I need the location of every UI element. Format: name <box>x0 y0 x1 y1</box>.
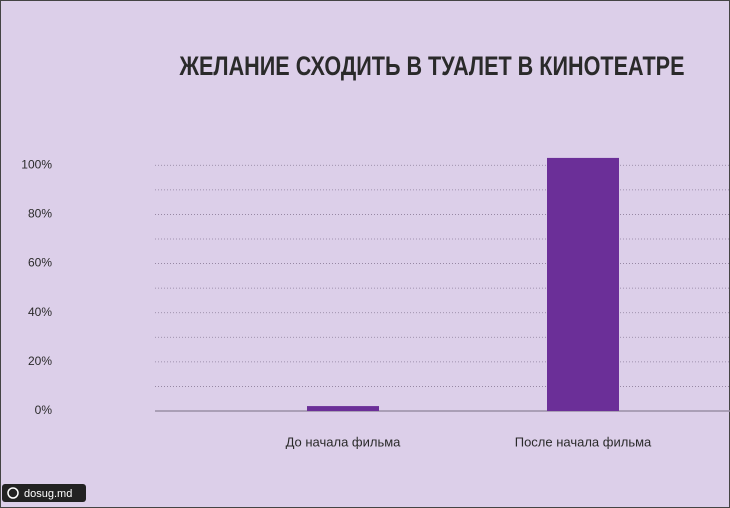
watermark-box <box>2 484 86 502</box>
y-tick-label: 60% <box>28 256 52 270</box>
chart-title: ЖЕЛАНИЕ СХОДИТЬ В ТУАЛЕТ В КИНОТЕАТРЕ <box>179 51 685 81</box>
bar <box>547 157 619 411</box>
watermark: dosug.md <box>24 488 72 500</box>
watermark-icon <box>7 487 19 499</box>
x-tick-label: После начала фильма <box>515 434 652 449</box>
x-tick-label: До начала фильма <box>286 434 402 449</box>
y-tick-label: 40% <box>28 305 52 319</box>
y-tick-label: 0% <box>35 403 53 417</box>
y-tick-label: 20% <box>28 354 52 368</box>
bar <box>307 406 379 411</box>
y-tick-label: 100% <box>21 157 52 171</box>
y-tick-label: 80% <box>28 207 52 221</box>
